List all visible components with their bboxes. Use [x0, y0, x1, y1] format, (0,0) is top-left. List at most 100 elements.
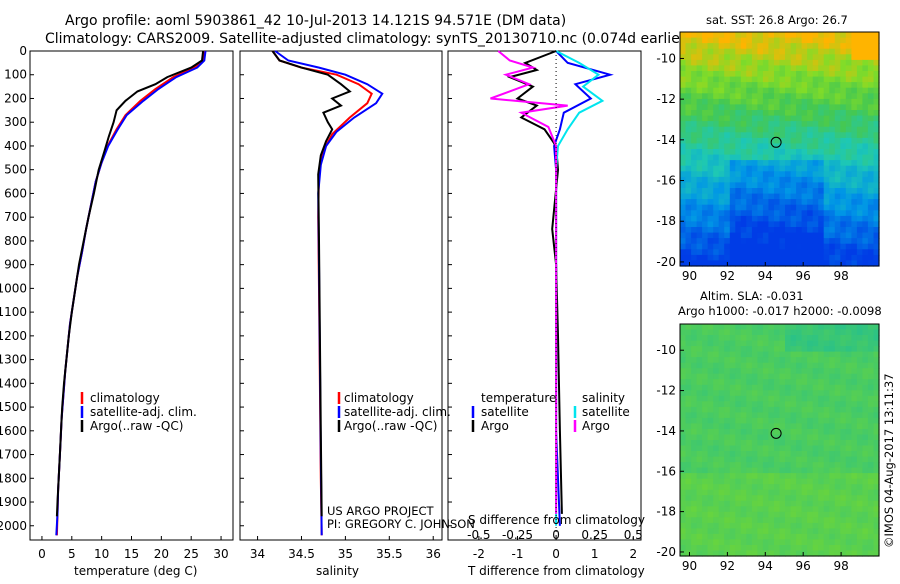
map-cell	[774, 121, 781, 128]
map-cell	[740, 65, 747, 72]
map-cell	[840, 59, 847, 67]
map-cell	[762, 54, 769, 61]
map-cell	[818, 87, 825, 94]
map-cell	[785, 232, 792, 239]
map-cell	[729, 379, 736, 386]
map-cell	[873, 329, 880, 336]
map-cell	[707, 165, 714, 172]
map-cell	[680, 324, 687, 331]
map-cell	[746, 143, 753, 150]
map-cell	[729, 362, 736, 369]
map-cell	[845, 357, 852, 364]
map-cell	[746, 110, 753, 117]
map-cell	[713, 423, 720, 430]
map-cell	[696, 238, 703, 245]
map-cell	[801, 390, 808, 397]
map-cell	[829, 43, 836, 50]
map-cell	[873, 351, 880, 358]
map-cell	[696, 434, 703, 441]
map-cell	[751, 32, 758, 39]
map-cell	[740, 59, 747, 67]
map-cell	[707, 149, 714, 156]
map-cell	[774, 54, 781, 61]
map-cell	[680, 126, 687, 133]
map-cell	[696, 110, 703, 117]
map-cell	[691, 506, 698, 513]
map-cell	[735, 165, 742, 172]
map-cell	[801, 478, 808, 485]
map-cell	[823, 137, 830, 145]
map-cell	[757, 406, 764, 413]
y-tick-label: 1900	[0, 495, 27, 509]
map-cell	[779, 545, 786, 552]
map-cell	[862, 87, 869, 94]
map-cell	[724, 533, 731, 540]
map-cell	[774, 417, 781, 424]
map-cell	[785, 104, 792, 111]
map-cell	[707, 93, 714, 100]
map-cell	[851, 451, 858, 458]
map-cell	[840, 373, 847, 380]
map-cell	[812, 221, 819, 228]
map-cell	[729, 478, 736, 485]
map-cell	[702, 467, 709, 474]
map-cell	[862, 249, 869, 256]
map-cell	[790, 37, 797, 44]
map-cell	[751, 335, 758, 342]
map-cell	[680, 329, 687, 336]
map-cell	[845, 417, 852, 424]
map-cell	[840, 434, 847, 441]
map-cell	[840, 379, 847, 386]
map-cell	[823, 204, 830, 211]
map-cell	[867, 528, 874, 535]
map-cell	[796, 165, 803, 172]
map-cell	[718, 43, 725, 50]
map-cell	[823, 340, 830, 347]
map-cell	[856, 489, 863, 496]
map-cell	[757, 412, 764, 419]
map-cell	[768, 368, 775, 375]
map-cell	[713, 440, 720, 447]
map-cell	[785, 456, 792, 463]
map-cell	[774, 412, 781, 419]
map-cell	[702, 110, 709, 117]
map-cell	[801, 48, 808, 55]
y-tick-label: 100	[4, 68, 27, 82]
map-cell	[845, 539, 852, 546]
map-cell	[729, 324, 736, 331]
map-cell	[873, 43, 880, 50]
map-cell	[746, 115, 753, 122]
map-cell	[823, 149, 830, 156]
map-cell	[856, 368, 863, 375]
map-cell	[856, 32, 863, 39]
map-cell	[702, 221, 709, 228]
map-cell	[713, 550, 720, 557]
map-cell	[762, 249, 769, 256]
map-cell	[834, 82, 841, 89]
map-cell	[873, 93, 880, 100]
map-cell	[812, 193, 819, 200]
map-cell	[718, 401, 725, 408]
map-cell	[812, 48, 819, 55]
map-cell	[757, 165, 764, 172]
map-cell	[751, 126, 758, 133]
map-cell	[829, 215, 836, 223]
map-cell	[707, 210, 714, 217]
map-cell	[757, 417, 764, 424]
legend-header-salinity: salinity	[582, 391, 625, 405]
map-cell	[757, 193, 764, 200]
map-cell	[829, 210, 836, 217]
map-cell	[796, 110, 803, 117]
map-cell	[856, 522, 863, 529]
map-cell	[801, 126, 808, 133]
map-cell	[757, 188, 764, 195]
map-cell	[729, 210, 736, 217]
map-cell	[762, 478, 769, 485]
map-cell	[735, 176, 742, 184]
map-cell	[785, 59, 792, 67]
map-cell	[818, 500, 825, 507]
map-cell	[718, 154, 725, 161]
map-cell	[801, 533, 808, 540]
map-cell	[740, 517, 747, 524]
map-cell	[862, 373, 869, 380]
